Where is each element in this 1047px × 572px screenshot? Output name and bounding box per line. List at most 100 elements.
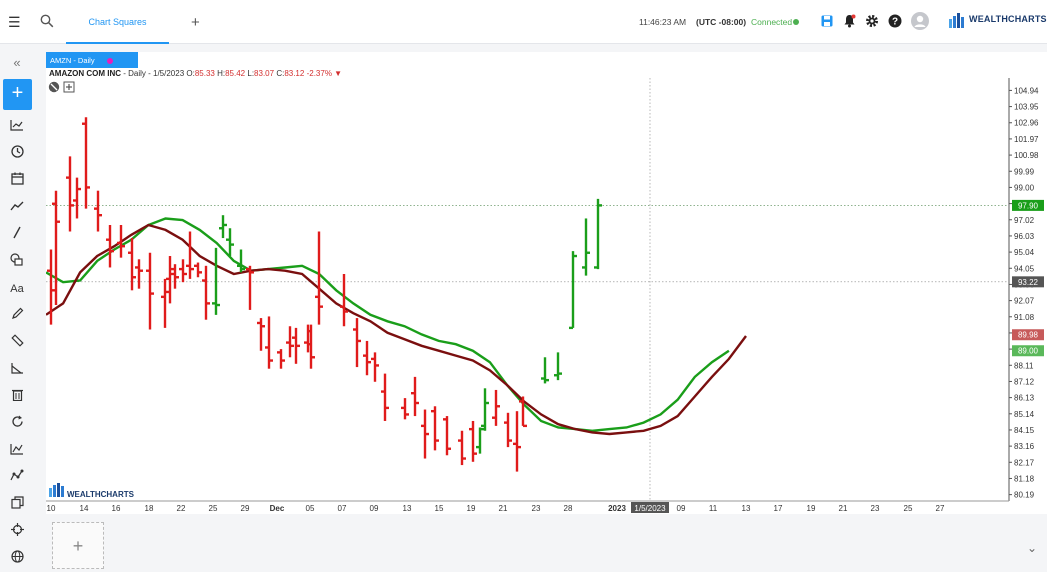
- chart-detail: - Daily - 1/5/2023: [123, 69, 185, 78]
- low-label: L:: [247, 69, 255, 78]
- y-tick-label: 95.04: [1014, 248, 1035, 257]
- x-tick-label: 15: [435, 504, 444, 513]
- y-tick-label: 87.12: [1014, 377, 1035, 386]
- line-draw-icon[interactable]: [0, 224, 34, 246]
- angle-icon[interactable]: [0, 359, 34, 381]
- chart-panel[interactable]: [46, 52, 1047, 514]
- gear-icon[interactable]: [865, 14, 879, 30]
- chart-type-icon[interactable]: [0, 116, 34, 138]
- trash-icon[interactable]: [0, 386, 34, 408]
- text-icon[interactable]: Aa: [10, 283, 24, 295]
- x-tick-label: Dec: [270, 504, 285, 513]
- y-tick-label: 102.96: [1014, 119, 1039, 128]
- x-tick-label: 21: [499, 504, 508, 513]
- x-tick-label: 13: [403, 504, 412, 513]
- watermark-bar: [57, 483, 60, 497]
- y-tick-label: 81.18: [1014, 474, 1035, 483]
- help-icon[interactable]: ?: [888, 14, 902, 30]
- price-chart[interactable]: 104.94 103.95 102.96 101.97 100.98 99.99 99.00…: [46, 78, 1047, 524]
- x-tick-label: 17: [774, 504, 783, 513]
- x-tick-label: 16: [112, 504, 121, 513]
- pattern-icon[interactable]: [0, 467, 34, 489]
- y-tick-label: 96.03: [1014, 232, 1035, 241]
- company-name: AMAZON COM INC: [49, 69, 121, 78]
- pencil-icon[interactable]: [0, 305, 34, 327]
- high-label: H:: [217, 69, 226, 78]
- timezone-label[interactable]: (UTC -08:00): [696, 17, 747, 27]
- x-tick-label: 21: [839, 504, 848, 513]
- y-tick-label: 94.05: [1014, 264, 1035, 273]
- symbol-tab[interactable]: AMZN - Daily: [46, 52, 138, 68]
- x-tick-label: 23: [871, 504, 880, 513]
- clock-icon[interactable]: [0, 143, 34, 165]
- add-panel-button[interactable]: +: [52, 522, 104, 569]
- connection-dot-icon: [793, 19, 799, 25]
- y-tick-label: 103.95: [1014, 103, 1039, 112]
- wealthcharts-logo-icon: [949, 13, 967, 31]
- x-tick-label: 14: [80, 504, 89, 513]
- y-tick-label: 101.97: [1014, 135, 1039, 144]
- brand-name: WEALTHCHARTS: [969, 14, 1047, 24]
- x-tick-label: 07: [338, 504, 347, 513]
- moving-average-fast: [46, 223, 747, 436]
- ohlc-info-line: AMAZON COM INC - Daily - 1/5/2023 O:85.3…: [49, 69, 342, 78]
- x-tick-label: 13: [742, 504, 751, 513]
- x-tick-label: 28: [564, 504, 573, 513]
- y-tick-label: 91.08: [1014, 313, 1035, 322]
- y-tick-label: 85.14: [1014, 410, 1035, 419]
- watermark-bar: [53, 485, 56, 497]
- crosshair-icon[interactable]: [0, 521, 34, 543]
- collapse-icon[interactable]: «: [13, 55, 21, 70]
- y-tick-label: 99.00: [1014, 183, 1035, 192]
- price-tag: [1012, 276, 1044, 288]
- y-tick-label: 92.07: [1014, 297, 1035, 306]
- x-tick-label: 25: [209, 504, 218, 513]
- x-tick-label: 19: [467, 504, 476, 513]
- moving-average-slow: [46, 217, 730, 433]
- price-tag: [1012, 329, 1044, 341]
- open-value: 85.33: [194, 69, 215, 78]
- ruler-icon[interactable]: [0, 332, 34, 354]
- x-tick-label: 27: [936, 504, 945, 513]
- change-percent: -2.37%: [306, 69, 332, 78]
- open-label: O:: [186, 69, 195, 78]
- price-tag-label: 93.22: [1018, 278, 1039, 287]
- trend-icon[interactable]: [0, 197, 34, 219]
- save-icon[interactable]: [821, 15, 833, 29]
- x-tick-label: 11: [709, 504, 718, 513]
- x-tick-label: 18: [145, 504, 154, 513]
- chevron-down-icon[interactable]: ⌄: [1027, 541, 1038, 555]
- calendar-icon[interactable]: [0, 170, 34, 192]
- x-tick-label: 23: [532, 504, 541, 513]
- add-tab-button[interactable]: +: [191, 14, 200, 31]
- price-tag: [1012, 199, 1044, 211]
- y-tick-label: 88.11: [1014, 361, 1034, 370]
- x-tick-label: 10: [47, 504, 56, 513]
- alert-bell-icon[interactable]: [843, 14, 856, 30]
- x-tick-label: 19: [807, 504, 816, 513]
- symbol-color-dot-icon: [107, 58, 113, 64]
- y-tick-label: 99.99: [1014, 167, 1035, 176]
- search-icon[interactable]: [40, 14, 54, 30]
- y-tick-label: 83.16: [1014, 442, 1035, 451]
- menu-icon[interactable]: ☰: [8, 14, 21, 30]
- indicator-icon[interactable]: [0, 440, 34, 462]
- connection-status: Connected: [751, 17, 793, 27]
- down-arrow-icon: ▼: [334, 69, 343, 78]
- price-tag-label: 89.00: [1018, 347, 1039, 356]
- panel-area: [34, 514, 1047, 572]
- shapes-icon[interactable]: [0, 251, 34, 273]
- watermark-text: WEALTHCHARTS: [67, 490, 135, 499]
- add-icon[interactable]: +: [3, 79, 32, 110]
- crosshair-date-box: [631, 502, 669, 513]
- x-tick-label: 25: [904, 504, 913, 513]
- drawing-toolbar: « + Aa: [0, 44, 34, 572]
- user-avatar-icon[interactable]: [911, 12, 929, 32]
- close-label: C:: [276, 69, 285, 78]
- price-tag-label: 89.98: [1018, 331, 1039, 340]
- y-tick-label: 97.02: [1014, 216, 1035, 225]
- layers-icon[interactable]: [0, 494, 34, 516]
- refresh-icon[interactable]: [0, 413, 34, 435]
- globe-icon[interactable]: [0, 548, 34, 570]
- tab-chart-squares[interactable]: Chart Squares: [66, 0, 169, 44]
